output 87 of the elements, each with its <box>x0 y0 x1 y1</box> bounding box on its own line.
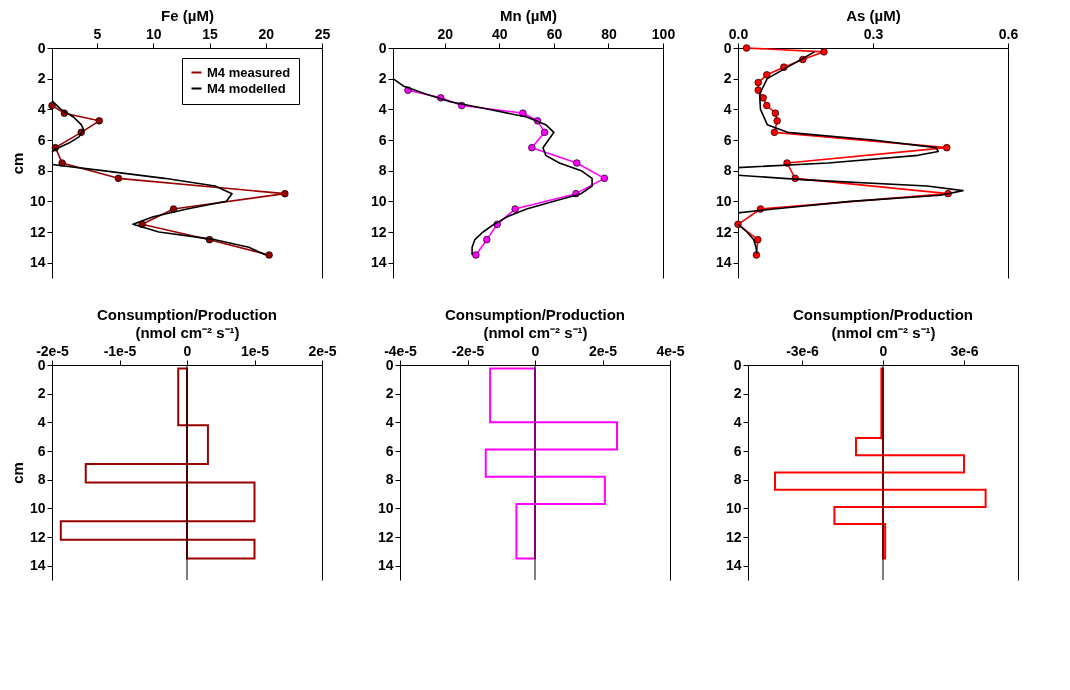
y-tick-label: 2 <box>378 70 387 87</box>
x-tick-label: 10 <box>145 25 162 42</box>
x-tick-label: -4e-5 <box>384 342 418 359</box>
x-tick-label: 0 <box>531 342 540 359</box>
x-tick-label: 100 <box>651 25 676 42</box>
y-tick-label: 12 <box>29 528 46 545</box>
y-tick-label: 0 <box>37 39 46 56</box>
y-tick-label: 12 <box>29 223 46 240</box>
x-axis-title: (nmol cm⁻² s⁻¹) <box>135 323 240 341</box>
y-tick-label: 2 <box>37 70 46 87</box>
legend-label: M4 measured <box>207 64 291 80</box>
y-tick-label: 8 <box>733 471 742 488</box>
x-tick-label: 2e-5 <box>588 342 618 359</box>
y-tick-label: 6 <box>733 442 742 459</box>
x-tick-label: 5 <box>93 25 102 42</box>
x-axis-title: As (µM) <box>846 6 901 24</box>
y-tick-label: 4 <box>378 100 387 117</box>
x-tick-label: 0.6 <box>998 25 1019 42</box>
x-axis-title: Mn (µM) <box>500 6 557 24</box>
y-tick-label: 10 <box>715 192 732 209</box>
x-tick-label: -2e-5 <box>36 342 70 359</box>
y-tick-label: 0 <box>733 356 742 373</box>
y-tick-label: 8 <box>37 471 46 488</box>
y-tick-label: 0 <box>385 356 394 373</box>
y-tick-label: 14 <box>370 254 387 271</box>
x-tick-label: -2e-5 <box>451 342 485 359</box>
x-tick-label: 20 <box>258 25 275 42</box>
x-tick-label: 80 <box>601 25 617 42</box>
y-tick-label: 0 <box>37 356 46 373</box>
y-tick-label: 6 <box>378 131 387 148</box>
y-tick-label: 10 <box>29 499 46 516</box>
x-tick-label: 2e-5 <box>308 342 337 359</box>
x-tick-label: 40 <box>492 25 508 42</box>
x-tick-label: 60 <box>546 25 563 42</box>
x-tick-label: 15 <box>202 25 218 42</box>
y-tick-label: 8 <box>37 162 46 179</box>
y-tick-label: 0 <box>378 39 387 56</box>
y-tick-label: 2 <box>385 385 394 402</box>
y-tick-label: 6 <box>37 442 46 459</box>
x-tick-label: 1e-5 <box>240 342 270 359</box>
x-tick-label: 0.0 <box>728 25 749 42</box>
x-tick-label: -3e-6 <box>786 342 820 359</box>
y-tick-label: 12 <box>725 528 742 545</box>
y-tick-label: 2 <box>723 70 732 87</box>
y-tick-label: 8 <box>378 162 387 179</box>
y-tick-label: 6 <box>385 442 394 459</box>
y-tick-label: 0 <box>723 39 732 56</box>
x-tick-label: -1e-5 <box>103 342 137 359</box>
y-tick-label: 14 <box>715 254 732 271</box>
y-tick-label: 4 <box>385 413 394 430</box>
y-tick-label: 14 <box>725 557 742 574</box>
y-tick-label: 14 <box>377 557 394 574</box>
y-tick-label: 6 <box>723 131 732 148</box>
y-tick-label: 8 <box>723 162 732 179</box>
x-tick-label: 20 <box>437 25 454 42</box>
x-axis-title: (nmol cm⁻² s⁻¹) <box>483 323 588 341</box>
y-tick-label: 10 <box>377 499 394 516</box>
y-tick-label: 6 <box>37 131 46 148</box>
x-axis-title: (nmol cm⁻² s⁻¹) <box>831 323 936 341</box>
y-tick-label: 4 <box>733 413 742 430</box>
y-tick-label: 14 <box>29 557 46 574</box>
x-axis-title: Fe (µM) <box>161 6 214 24</box>
x-tick-label: 25 <box>314 25 331 42</box>
y-tick-label: 10 <box>29 192 46 209</box>
y-tick-label: 4 <box>37 100 46 117</box>
y-tick-label: 12 <box>377 528 394 545</box>
y-tick-label: 10 <box>725 499 742 516</box>
chart-title: Consumption/Production <box>97 306 277 323</box>
y-axis-title: cm <box>8 462 26 484</box>
y-axis-title: cm <box>8 152 26 175</box>
y-tick-label: 4 <box>37 413 46 430</box>
x-tick-label: 4e-5 <box>656 342 685 359</box>
y-tick-label: 12 <box>715 223 732 240</box>
y-tick-label: 2 <box>37 385 46 402</box>
x-tick-label: 0 <box>879 342 888 359</box>
y-tick-label: 10 <box>370 192 387 209</box>
x-tick-label: 0.3 <box>863 25 884 42</box>
chart-title: Consumption/Production <box>445 306 625 323</box>
chart-title: Consumption/Production <box>793 306 973 323</box>
y-tick-label: 2 <box>733 385 742 402</box>
x-tick-label: 0 <box>183 342 192 359</box>
legend-label: M4 modelled <box>207 80 286 96</box>
y-tick-label: 12 <box>370 223 387 240</box>
y-tick-label: 14 <box>29 254 46 271</box>
y-tick-label: 4 <box>723 100 732 117</box>
y-tick-label: 8 <box>385 471 394 488</box>
x-tick-label: 3e-6 <box>950 342 979 359</box>
